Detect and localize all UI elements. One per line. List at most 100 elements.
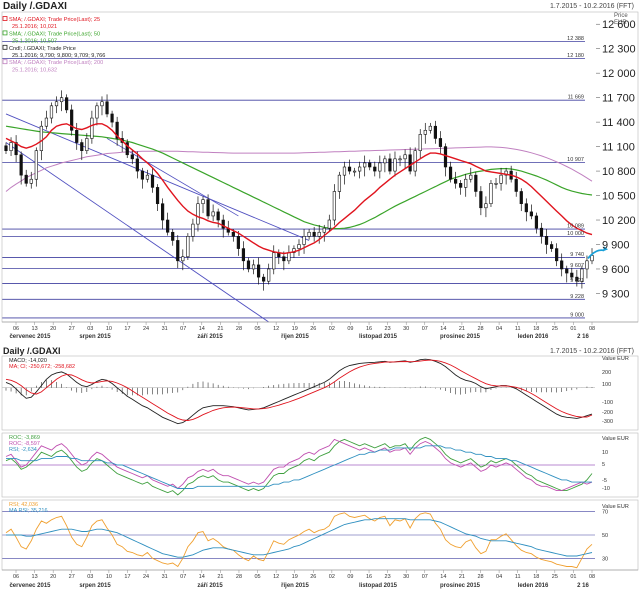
candle-down [75,129,79,143]
candle-down [529,211,533,217]
x-tick-label: 06 [13,574,19,580]
price-tick-label: 9 300 [602,288,630,300]
x-tick-label: 07 [180,574,186,580]
candle-down [373,166,377,172]
candle-up [423,129,427,135]
candle-down [560,260,564,270]
candle-down [161,203,165,221]
x-tick-label: 03 [87,326,93,332]
rsi-tick-label: Value EUR [602,504,629,510]
macd-tick-label: 200 [602,370,611,376]
x-tick-label: 13 [32,574,38,580]
price-tick-label: 12 600 [602,19,636,31]
candle-down [4,145,8,151]
candle-up [332,191,336,221]
candle-down [347,166,352,172]
price-tick-label: 12 300 [602,44,636,56]
x-tick-label: 18 [533,326,539,332]
x-tick-label: 14 [440,574,446,580]
candle-down [105,101,109,115]
currency-axis-label: EUR [614,20,627,26]
x-tick-label: 27 [69,574,75,580]
legend-entry: MACD; -14,020 [9,358,47,364]
level-label: 9 740 [570,252,584,258]
x-tick-label: 28 [236,574,242,580]
x-tick-label: 11 [515,326,521,332]
candle-up [44,117,49,127]
sma25-line [5,123,593,255]
x-tick-label: 14 [440,326,446,332]
candle-up [464,178,468,188]
x-tick-label: 30 [403,574,409,580]
price-tick-label: 10 500 [602,191,636,203]
month-label: 2 16 [577,334,589,340]
candle-up [90,117,94,139]
level-label: 12 180 [567,53,584,59]
candle-down [448,166,453,180]
candle-down [524,203,528,213]
candle-up [393,158,397,172]
candle-down [19,154,23,176]
candle-down [443,146,448,168]
macd-panel-frame [1,355,639,431]
candle-down [256,264,261,278]
roc-tick-label: -5 [602,478,607,484]
roc-series-line [6,445,592,489]
x-tick-label: 17 [124,574,130,580]
candle-up [403,154,407,160]
candle-up [191,223,195,237]
month-label: 2 16 [577,583,589,589]
candle-down [176,240,180,262]
candle-down [246,260,251,270]
candle-down [166,219,170,233]
x-tick-label: 21 [217,574,223,580]
month-label: leden 2016 [518,583,549,589]
candle-down [534,215,539,229]
candle-down [110,113,114,123]
macd-tick-label: Value EUR [602,356,629,362]
x-tick-label: 11 [515,574,521,580]
candle-up [590,255,594,262]
legend-entry: ROC; -8,597 [9,441,40,447]
subchart-date-range: 1.7.2015 - 10.2.2016 (FFT) [549,348,634,355]
subchart-title: Daily /.GDAXI [3,346,61,356]
candle-up [585,260,589,270]
x-tick-label: 26 [310,574,316,580]
rsi-series-line [6,518,593,558]
x-tick-label: 01 [570,326,576,332]
candle-down [70,109,74,131]
x-tick-label: 23 [385,574,391,580]
x-tick-label: 19 [292,326,298,332]
x-tick-label: 02 [329,326,335,332]
level-label: 10 000 [567,231,584,237]
candle-down [130,154,134,160]
month-label: srpen 2015 [79,334,111,340]
macd-tick-label: -300 [602,419,613,425]
candle-up [100,101,104,107]
x-tick-label: 27 [69,326,75,332]
macd-tick-label: 100 [602,382,611,388]
candle-up [9,142,13,151]
x-tick-label: 16 [366,574,372,580]
x-tick-label: 07 [422,326,428,332]
candle-down [539,227,544,237]
candle-up [29,178,33,184]
candle-down [438,138,443,147]
roc-tick-label: 5 [602,462,605,468]
candle-up [211,211,215,217]
month-label: červenec 2015 [9,334,51,340]
candle-up [580,268,584,282]
candle-up [34,150,38,180]
month-label: září 2015 [197,583,223,589]
x-tick-label: 28 [477,326,483,332]
candle-up [59,97,64,103]
candle-up [267,268,271,282]
x-tick-label: 10 [106,326,112,332]
legend-entry: SMA; /.GDAXI; Trade Price(Last); 25 [9,17,100,23]
candle-down [514,178,518,192]
candle-down [549,244,554,249]
roc-panel-frame [1,432,639,498]
x-tick-label: 07 [422,574,428,580]
price-tick-label: 10 200 [602,215,636,227]
legend-entry: SMA; /.GDAXI; Trade Price(Last); 200 [9,60,103,66]
